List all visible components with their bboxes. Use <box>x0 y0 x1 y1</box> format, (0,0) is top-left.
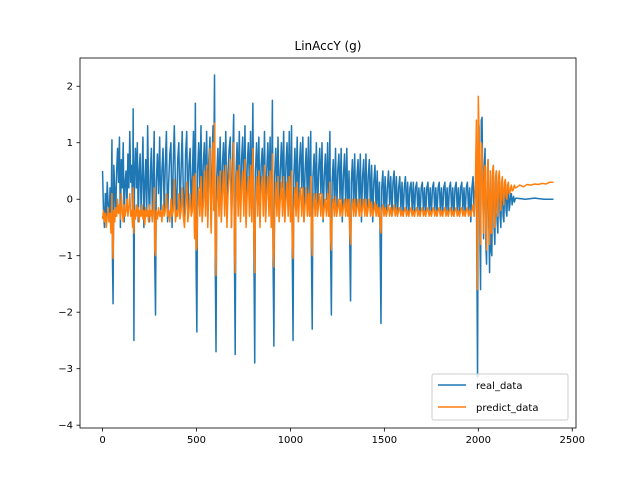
x-tick-label: 2500 <box>560 435 585 446</box>
series-line-predict-data <box>101 95 554 291</box>
x-tick-label: 1500 <box>372 435 397 446</box>
y-tick-label: 1 <box>67 138 73 149</box>
x-axis: 0 500 1000 1500 2000 2500 <box>99 428 585 446</box>
legend: real_data predict_data <box>431 373 569 421</box>
series-line-real-data <box>101 74 554 378</box>
legend-label-predict-data: predict_data <box>476 403 538 414</box>
plot-frame <box>79 57 577 429</box>
legend-label-real-data: real_data <box>476 381 522 392</box>
y-tick-label: −3 <box>58 364 73 375</box>
x-tick-label: 0 <box>99 435 105 446</box>
y-tick-label: −2 <box>58 308 73 319</box>
x-tick-label: 1000 <box>278 435 303 446</box>
plot-lines <box>101 74 554 378</box>
x-tick-label: 500 <box>187 435 206 446</box>
y-axis: −4 −3 −2 −1 0 1 2 <box>58 82 80 432</box>
x-tick-label: 2000 <box>466 435 491 446</box>
y-tick-label: 2 <box>67 82 73 93</box>
y-tick-label: 0 <box>67 195 73 206</box>
chart-title: LinAccY (g) <box>295 39 362 53</box>
y-tick-label: −1 <box>58 251 73 262</box>
y-tick-label: −4 <box>58 421 73 432</box>
